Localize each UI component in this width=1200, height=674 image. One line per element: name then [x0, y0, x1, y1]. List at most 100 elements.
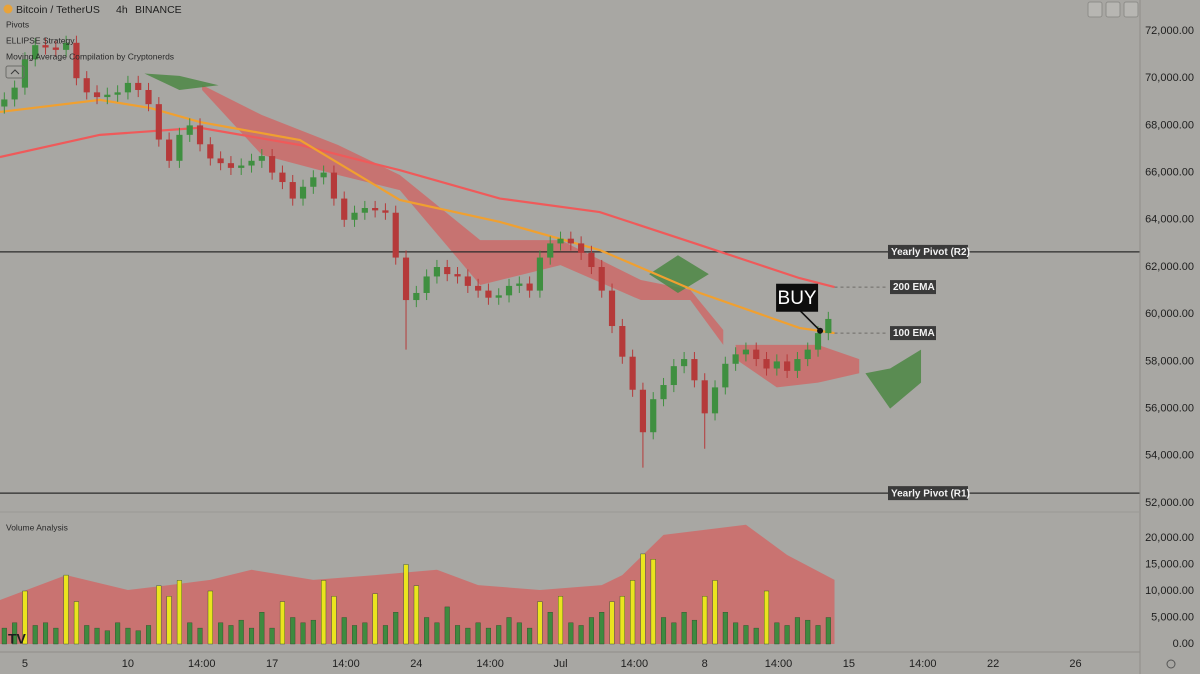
- volume-bar: [53, 627, 59, 645]
- candle-body: [598, 267, 605, 291]
- candle-body: [814, 333, 822, 350]
- collapse-icon: [10, 69, 20, 75]
- candle-body: [155, 104, 162, 140]
- candle-body: [269, 156, 276, 173]
- x-tick-label: Jul: [553, 658, 567, 670]
- volume-bar: [434, 622, 440, 645]
- volume-bar: [650, 559, 656, 645]
- indicator-label[interactable]: Pivots: [6, 19, 29, 29]
- annotation-box: [776, 283, 819, 312]
- volume-bar: [547, 612, 553, 645]
- pane-buttons: [1087, 1, 1139, 18]
- volume-bar: [691, 619, 697, 645]
- settings-icon[interactable]: [1166, 659, 1176, 669]
- volume-bar: [176, 580, 182, 645]
- annotation-point: [817, 327, 824, 334]
- volume-bar: [393, 612, 399, 645]
- candle-body: [21, 59, 29, 88]
- volume-bar: [104, 630, 110, 645]
- candle-body: [567, 238, 574, 244]
- volume-bar: [331, 596, 337, 645]
- x-tick-label: 8: [702, 658, 708, 670]
- volume-bar: [784, 625, 790, 645]
- volume-bar: [805, 619, 811, 645]
- pivot-label: Yearly Pivot (R1): [891, 488, 970, 499]
- y-tick-label: 66,000.00: [1145, 167, 1194, 179]
- candle-body: [629, 356, 636, 390]
- ema-label: 200 EMA: [893, 282, 935, 293]
- volume-bar: [455, 625, 461, 645]
- annotation-text: BUY: [778, 288, 817, 309]
- candle-body: [711, 387, 719, 414]
- volume-bar: [115, 622, 121, 645]
- candle-body: [52, 47, 59, 50]
- x-tick-label: 5: [22, 658, 28, 670]
- volume-bar: [527, 627, 533, 645]
- candle-body: [238, 165, 245, 168]
- close-button[interactable]: [1123, 1, 1139, 18]
- volume-bar: [32, 625, 38, 645]
- y-tick-label: 62,000.00: [1145, 261, 1194, 273]
- volume-bar: [599, 612, 605, 645]
- logo: TV: [8, 631, 27, 647]
- candle-body: [320, 172, 327, 178]
- volume-bar: [22, 590, 28, 645]
- volume-bar: [403, 564, 409, 645]
- volume-bar: [465, 627, 471, 645]
- y-tick-label: 5,000.00: [1151, 611, 1194, 623]
- candle-body: [114, 92, 121, 95]
- volume-bar: [228, 625, 234, 645]
- volume-bar: [382, 625, 388, 645]
- ema-tag: [890, 326, 936, 341]
- candle-body: [681, 359, 688, 367]
- cloud: [144, 73, 219, 90]
- volume-bar: [444, 606, 450, 645]
- candle-body: [196, 125, 204, 145]
- candle-body: [382, 210, 389, 213]
- volume-bar: [73, 601, 79, 645]
- volume-bar: [516, 622, 522, 645]
- symbol-icon: [3, 4, 13, 14]
- candle-body: [402, 257, 410, 301]
- volume-bar: [156, 585, 162, 645]
- candle-body: [475, 285, 482, 291]
- y-tick-label: 15,000.00: [1145, 558, 1194, 570]
- x-tick-label: 14:00: [621, 658, 649, 670]
- cloud: [865, 349, 922, 409]
- x-tick-label: 15: [843, 658, 855, 670]
- volume-bar: [661, 617, 667, 645]
- candle-body: [32, 45, 39, 60]
- candle-body: [289, 182, 296, 199]
- plot-front: Yearly Pivot (R2) Yearly Pivot (R1) 200 EM…: [22, 25, 1194, 670]
- volume-bar: [722, 612, 728, 645]
- volume-bar: [125, 627, 131, 645]
- candle-body: [186, 125, 193, 135]
- collapse-button[interactable]: [5, 65, 25, 79]
- volume-bar: [588, 617, 594, 645]
- move-down-button[interactable]: [1105, 1, 1121, 18]
- annotation-arrow: [797, 308, 821, 332]
- volume-bar: [609, 601, 615, 645]
- x-tick-label: 14:00: [332, 658, 360, 670]
- move-up-button[interactable]: [1087, 1, 1103, 18]
- x-tick-label: 22: [987, 658, 999, 670]
- candle-body: [423, 276, 430, 293]
- candle-body: [1, 99, 8, 107]
- x-tick-label: 10: [122, 658, 134, 670]
- candle-body: [433, 267, 441, 277]
- pane-title: Volume Analysis: [6, 522, 68, 532]
- candle-body: [166, 139, 173, 161]
- indicator-label[interactable]: ELLIPSE Strategy: [6, 35, 75, 45]
- candle-body: [135, 82, 142, 90]
- plot-mid: [0, 35, 835, 645]
- volume-bar: [764, 590, 770, 645]
- volume-bar: [630, 580, 636, 645]
- candle-body: [93, 92, 101, 98]
- interval[interactable]: 4h: [116, 4, 128, 16]
- indicator-label[interactable]: Moving Average Compilation by Cryptonerd…: [6, 51, 174, 61]
- volume-bar: [671, 622, 677, 645]
- candle-body: [248, 160, 255, 166]
- volume-bar: [269, 627, 275, 645]
- y-tick-label: 56,000.00: [1145, 403, 1194, 415]
- y-tick-label: 54,000.00: [1145, 450, 1194, 462]
